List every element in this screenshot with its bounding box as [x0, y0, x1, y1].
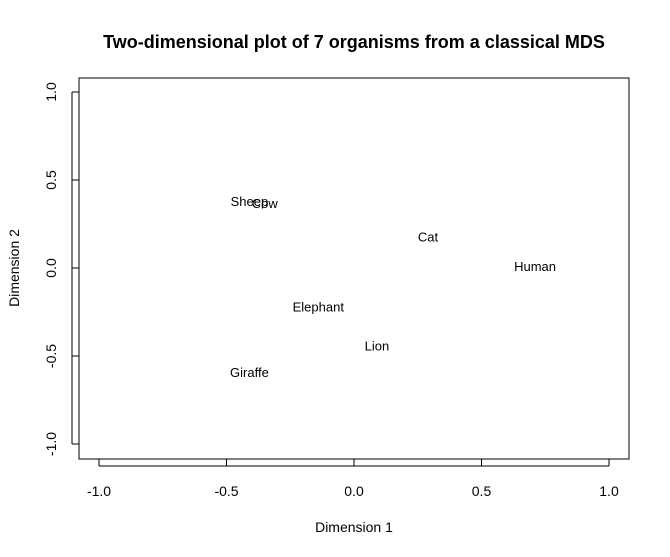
point-label-cow: Cow — [252, 196, 279, 211]
y-tick-label: -0.5 — [43, 344, 59, 368]
chart-title: Two-dimensional plot of 7 organisms from… — [103, 32, 605, 52]
x-axis: -1.0 -0.5 0.0 0.5 1.0 — [87, 459, 619, 499]
y-axis: -1.0 -0.5 0.0 0.5 1.0 — [43, 82, 79, 456]
point-label-elephant: Elephant — [293, 300, 345, 315]
point-label-cat: Cat — [418, 229, 439, 244]
point-label-lion: Lion — [365, 338, 390, 353]
point-label-giraffe: Giraffe — [230, 365, 269, 380]
y-tick-label: 0.5 — [43, 170, 59, 190]
point-label-human: Human — [514, 259, 556, 274]
x-tick-label: -0.5 — [214, 483, 238, 499]
x-axis-label: Dimension 1 — [315, 519, 393, 535]
y-tick-label: 0.0 — [43, 258, 59, 278]
x-tick-label: 1.0 — [599, 483, 619, 499]
x-tick-label: -1.0 — [87, 483, 111, 499]
x-tick-label: 0.0 — [344, 483, 364, 499]
point-label-sheep: Sheep — [231, 194, 269, 209]
y-tick-label: -1.0 — [43, 432, 59, 456]
x-tick-label: 0.5 — [472, 483, 492, 499]
y-axis-label: Dimension 2 — [6, 229, 22, 307]
y-tick-label: 1.0 — [43, 82, 59, 102]
